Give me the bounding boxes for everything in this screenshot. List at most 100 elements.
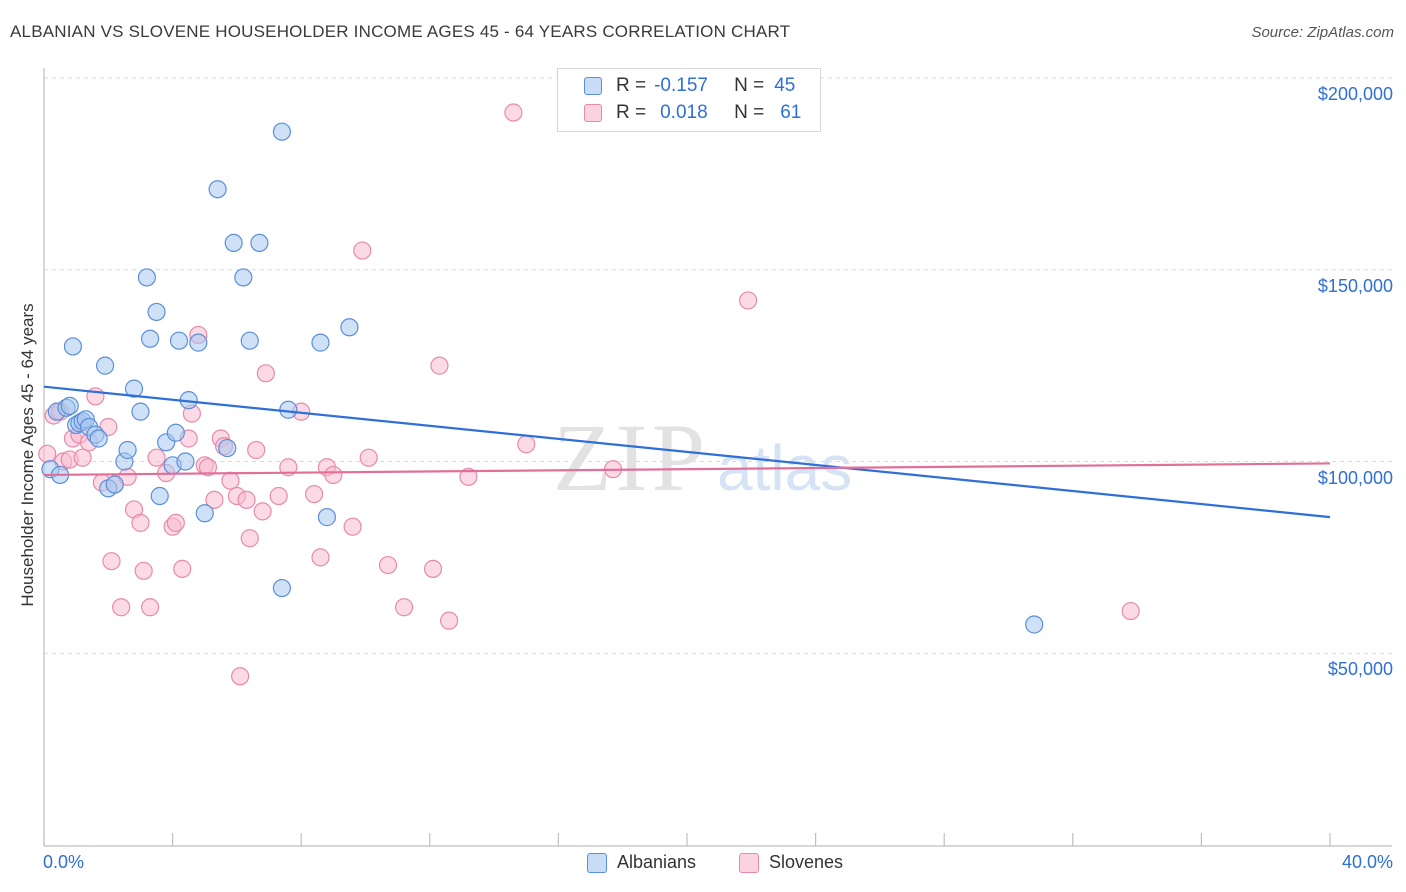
albanian-point — [118, 440, 137, 460]
albanian-point — [218, 438, 237, 458]
slovene-point — [459, 467, 478, 486]
legend-row-albanians: R = -0.157 N = 45 — [584, 73, 795, 99]
albanian-point — [311, 333, 330, 352]
slovene-point — [256, 364, 275, 383]
albanian-point — [150, 486, 169, 506]
slovene-point — [430, 356, 449, 375]
points-layer — [38, 103, 1140, 686]
albanian-point — [176, 452, 195, 471]
albanian-point — [240, 331, 259, 350]
slovene-point — [253, 502, 272, 521]
r-value: 0.018 — [660, 102, 708, 123]
slovene-swatch — [739, 852, 759, 873]
albanian-point — [1025, 615, 1044, 634]
slovene-point — [394, 598, 414, 617]
albanian-point — [169, 331, 189, 350]
slovene-point — [221, 471, 240, 490]
r-label: R = — [616, 75, 647, 96]
n-value: 45 — [774, 75, 796, 96]
slovene-point — [504, 103, 523, 122]
albanian-point — [317, 508, 337, 527]
slovene-point — [131, 513, 150, 532]
watermark: ZIP atlas — [553, 404, 852, 511]
legend-item-slovenes: Slovenes — [739, 852, 843, 873]
slovene-point — [73, 448, 92, 467]
slovene-point — [269, 486, 288, 506]
slovene-point — [378, 555, 398, 575]
albanian-point — [224, 233, 243, 253]
watermark-zip: ZIP — [553, 404, 709, 511]
slovene-point — [173, 559, 192, 578]
slovene-point — [353, 241, 372, 260]
albanian-point — [250, 233, 269, 253]
n-value: 61 — [780, 102, 802, 123]
chart-title: ALBANIAN VS SLOVENE HOUSEHOLDER INCOME A… — [10, 22, 791, 41]
n-label: N = — [734, 75, 765, 96]
slovene-point — [147, 448, 166, 467]
slovene-point — [423, 559, 443, 578]
legend-row-slovenes: R = 0.018 N = 61 — [584, 100, 801, 126]
slovene-point — [112, 598, 131, 617]
albanian-point — [195, 504, 214, 523]
slovene-point — [359, 448, 378, 467]
albanian-point — [340, 318, 359, 337]
r-label: R = — [616, 102, 647, 123]
slovene-point — [205, 490, 224, 509]
albanian-point — [89, 429, 108, 448]
correlation-legend: R = -0.157 N = 45 R = 0.018 N = 61 — [557, 68, 821, 132]
albanian-point — [140, 329, 160, 348]
albanian-point — [124, 379, 144, 398]
albanian-point — [105, 475, 124, 494]
y-tick-label: $200,000 — [1317, 84, 1393, 104]
slovene-point — [343, 517, 362, 536]
legend-label-slovenes: Slovenes — [769, 852, 844, 872]
albanian-trend-line — [43, 385, 1331, 519]
slovene-point — [198, 458, 218, 477]
slovene-swatch — [584, 104, 602, 122]
slovene-point — [738, 291, 758, 310]
slovene-point — [439, 611, 459, 630]
slovene-point — [237, 490, 256, 509]
series-legend: Albanians Slovenes — [0, 852, 1406, 878]
x-tick-label-right: 40.0% — [1341, 852, 1393, 872]
albanian-swatch — [587, 852, 607, 873]
slovene-point — [166, 513, 185, 532]
albanian-point — [272, 122, 292, 141]
slovene-point — [304, 484, 324, 504]
slovene-point — [324, 465, 343, 485]
legend-item-albanians: Albanians — [587, 852, 696, 873]
slovene-point — [517, 435, 536, 454]
slovene-point — [134, 561, 153, 580]
slovene-point — [38, 444, 57, 463]
albanian-point — [95, 356, 115, 375]
grid-layer — [44, 77, 1392, 654]
slovene-point — [231, 667, 250, 686]
x-tick-label-left: 0.0% — [43, 852, 85, 872]
slovene-trend-line — [43, 462, 1331, 477]
slovene-point — [140, 598, 160, 617]
albanian-point — [234, 268, 253, 287]
slovene-point — [240, 529, 259, 548]
y-tick-label: $50,000 — [1327, 659, 1393, 680]
albanian-point — [63, 337, 83, 356]
albanian-point — [272, 578, 292, 598]
slovene-point — [247, 440, 266, 460]
albanian-point — [131, 402, 150, 421]
slovene-point — [279, 458, 298, 477]
albanian-point — [166, 423, 185, 442]
n-label: N = — [734, 102, 765, 123]
albanian-point — [60, 396, 79, 415]
y-axis-label: Householder Income Ages 45 - 64 years — [18, 303, 37, 607]
albanian-point — [208, 180, 227, 199]
y-tick-label: $100,000 — [1317, 467, 1393, 488]
y-tick-label: $150,000 — [1317, 275, 1393, 296]
albanian-point — [137, 268, 156, 287]
r-value: -0.157 — [654, 75, 708, 96]
albanian-point — [189, 333, 208, 352]
albanian-point — [279, 400, 298, 419]
slovene-point — [311, 548, 330, 567]
albanian-point — [147, 302, 166, 322]
slovene-point — [102, 552, 121, 571]
albanian-swatch — [584, 77, 602, 95]
